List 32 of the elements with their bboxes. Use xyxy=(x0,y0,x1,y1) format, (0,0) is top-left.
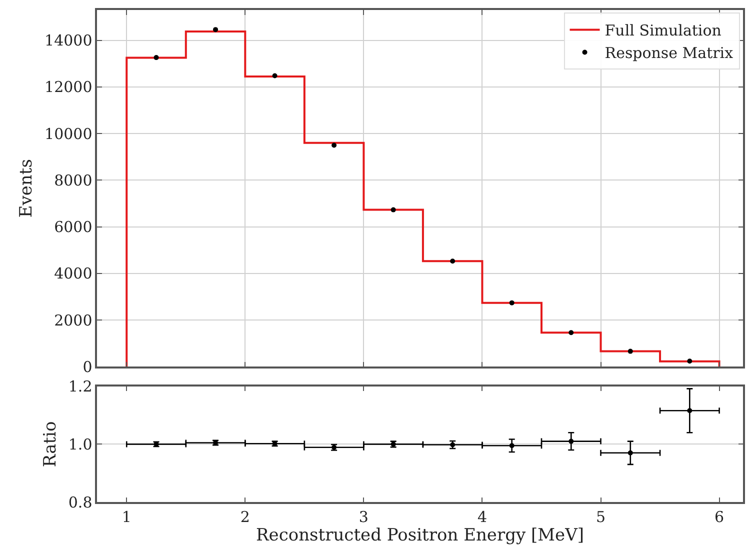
y-tick-label: 0 xyxy=(82,358,92,376)
x-tick-label: 3 xyxy=(358,508,368,526)
y-tick-label: 0.8 xyxy=(68,493,92,512)
y-axis-title: Ratio xyxy=(40,421,60,468)
y-axis-title: Events xyxy=(16,159,37,218)
x-tick-label: 1 xyxy=(122,508,132,526)
x-tick-label: 4 xyxy=(477,508,488,526)
legend-label: Response Matrix xyxy=(604,44,734,62)
x-tick-label: 2 xyxy=(240,508,250,526)
point xyxy=(154,55,159,60)
y-tick-label: 12000 xyxy=(44,78,92,96)
legend-label: Full Simulation xyxy=(604,22,722,40)
point xyxy=(213,27,218,32)
point xyxy=(628,348,633,354)
x-axis-title: Reconstructed Positron Energy [MeV] xyxy=(256,526,584,546)
y-tick-label: 10000 xyxy=(44,124,92,143)
point xyxy=(509,300,514,306)
point xyxy=(272,73,278,78)
y-tick-label: 4000 xyxy=(54,264,92,283)
point xyxy=(450,258,456,264)
y-tick-label: 1.2 xyxy=(68,378,92,396)
point xyxy=(568,330,574,336)
point xyxy=(687,358,692,364)
point xyxy=(390,207,396,212)
y-tick-label: 14000 xyxy=(44,32,92,50)
y-tick-label: 6000 xyxy=(54,218,92,236)
point xyxy=(332,142,337,148)
y-tick-label: 1.0 xyxy=(68,435,92,454)
y-tick-label: 8000 xyxy=(54,171,92,190)
x-tick-label: 6 xyxy=(714,508,724,526)
x-tick-label: 5 xyxy=(596,508,606,526)
y-tick-label: 2000 xyxy=(54,311,92,330)
